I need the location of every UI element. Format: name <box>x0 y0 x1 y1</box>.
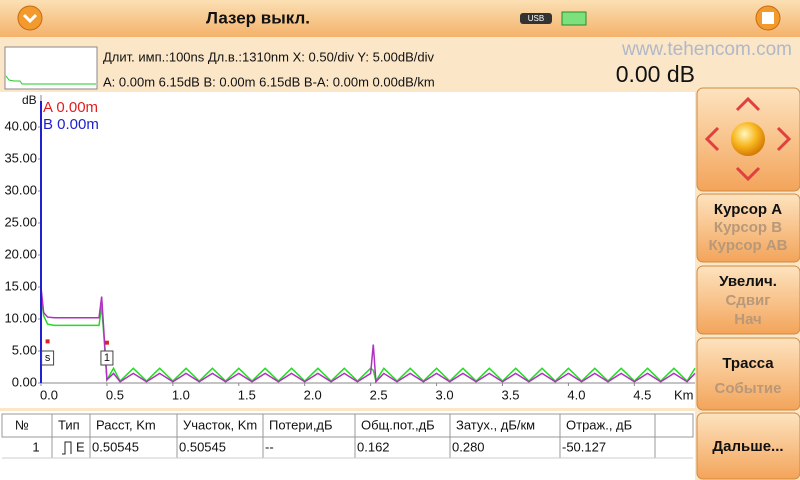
header-title: Лазер выкл. <box>206 8 310 27</box>
column-header: Общ.пот.,дБ <box>361 417 435 432</box>
column-header: Участок, Km <box>183 417 257 432</box>
y-tick-label: 25.00 <box>4 214 37 229</box>
x-tick-label: 0.0 <box>40 387 58 402</box>
cursor-label: B 0.00m <box>43 116 99 133</box>
arrow-right[interactable] <box>776 126 792 152</box>
type-icon <box>62 441 72 455</box>
arrow-left[interactable] <box>704 126 720 152</box>
event-marker <box>104 340 109 345</box>
more-button[interactable] <box>696 412 800 480</box>
cursor-label: A 0.00m <box>43 99 98 116</box>
y-tick-label: 15.00 <box>4 278 37 293</box>
event-box <box>41 350 55 366</box>
x-tick-label: 4.5 <box>633 387 651 402</box>
cursor-button[interactable] <box>696 193 800 263</box>
column-header: № <box>15 417 29 432</box>
column-header: Потери,дБ <box>269 417 333 432</box>
info-line: Длит. имп.:100ns Дл.в.:1310nm X: 0.50/di… <box>103 49 435 64</box>
y-tick-label: 0.00 <box>12 374 37 389</box>
x-tick-label: 0.5 <box>106 387 124 402</box>
x-tick-label: 1.0 <box>172 387 190 402</box>
thumbnail-trace <box>5 75 96 85</box>
button-label: Курсор AB <box>709 237 788 254</box>
column-header: Расст, Km <box>96 417 156 432</box>
column-header: Тип <box>58 417 80 432</box>
button-label: Событие <box>715 380 782 397</box>
back-icon <box>762 12 774 24</box>
event-label: 1 <box>104 352 110 364</box>
x-tick-label: 4.0 <box>567 387 585 402</box>
x-tick-label: 3.0 <box>436 387 454 402</box>
table-cell: -- <box>265 439 274 454</box>
button-label: Нач <box>734 311 762 328</box>
button-label: Увелич. <box>719 273 777 290</box>
zoom-button[interactable] <box>696 265 800 335</box>
trace-button[interactable] <box>696 337 800 411</box>
table-cell: 0.162 <box>357 439 390 454</box>
joystick-center[interactable] <box>731 122 765 156</box>
x-tick-label: 1.5 <box>238 387 256 402</box>
event-marker <box>45 339 50 344</box>
y-tick-label: 5.00 <box>12 342 37 357</box>
watermark: www.tehencom.com <box>621 39 792 60</box>
y-tick-label: 35.00 <box>4 150 37 165</box>
column-header: Отраж., дБ <box>566 417 632 432</box>
usb-icon <box>520 13 552 24</box>
usb-label: USB <box>528 14 544 23</box>
y-tick-label: 30.00 <box>4 182 37 197</box>
battery-icon <box>561 11 587 26</box>
event-box <box>100 350 114 366</box>
trace-line <box>40 286 696 384</box>
x-tick-label: 3.5 <box>501 387 519 402</box>
y-tick-label: 10.00 <box>4 310 37 325</box>
table-cell: 0.280 <box>452 439 485 454</box>
table-cell: 0.50545 <box>92 439 139 454</box>
menu-button[interactable] <box>17 5 43 31</box>
thumbnail <box>4 46 98 90</box>
x-tick-label: 2.5 <box>370 387 388 402</box>
event-label: s <box>45 352 51 364</box>
x-axis-label: Km <box>674 387 694 402</box>
button-label: Курсор A <box>714 201 782 218</box>
info-line: A: 0.00m 6.15dB B: 0.00m 6.15dB B-A: 0.0… <box>103 74 435 89</box>
arrow-down[interactable] <box>735 166 761 182</box>
y-tick-label: 40.00 <box>4 118 37 133</box>
y-axis-label: dB <box>22 93 37 107</box>
table-header <box>1 413 694 438</box>
y-tick-label: 20.00 <box>4 246 37 261</box>
chart-area <box>0 92 695 408</box>
table-cell: 1 <box>32 439 39 454</box>
button-label: Дальше... <box>712 438 783 455</box>
table-cell: -50.127 <box>562 439 606 454</box>
header-bar <box>0 0 800 37</box>
button-label: Сдвиг <box>725 292 770 309</box>
x-tick-label: 2.0 <box>304 387 322 402</box>
button-label: Курсор B <box>714 219 782 236</box>
table-cell: E <box>76 439 85 454</box>
event-table: № Тип Расст, Km Участок, Km Потери,дБ Общ.пот… <box>1 413 694 459</box>
column-header: Затух., дБ/км <box>456 417 535 432</box>
table-cell: 0.50545 <box>179 439 226 454</box>
chart: dB Km 0.00 5.00 10.00 15.00 20.00 25.00 30.00 35.… <box>4 93 696 402</box>
menu-icon <box>22 13 38 24</box>
reading: 0.00 dB <box>616 61 695 87</box>
button-label: Трасса <box>722 355 774 372</box>
arrow-up[interactable] <box>735 96 761 112</box>
